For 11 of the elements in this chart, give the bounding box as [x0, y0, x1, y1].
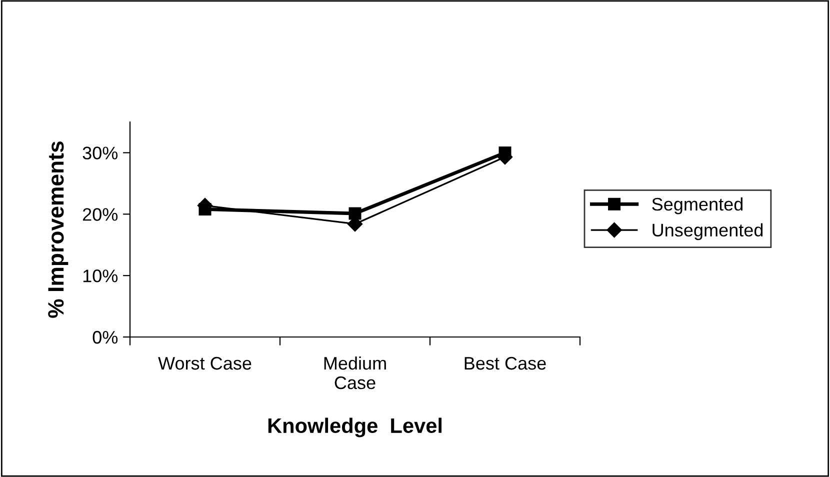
legend-label: Segmented [652, 197, 742, 214]
y-tick-label: 20% [82, 208, 118, 221]
y-axis-title: % Improvements [48, 141, 68, 318]
x-tick-label: Medium Case [324, 356, 386, 390]
y-tick-label: 10% [83, 270, 118, 282]
x-tick-label: Best Case [464, 356, 546, 370]
x-tick-label: Worst Case [158, 356, 252, 370]
y-tick-label: 30% [82, 146, 118, 160]
y-tick-label: 0% [92, 330, 118, 344]
x-axis-title: Knowledge Level [268, 418, 442, 438]
legend-label: Unsegmented [652, 223, 763, 240]
